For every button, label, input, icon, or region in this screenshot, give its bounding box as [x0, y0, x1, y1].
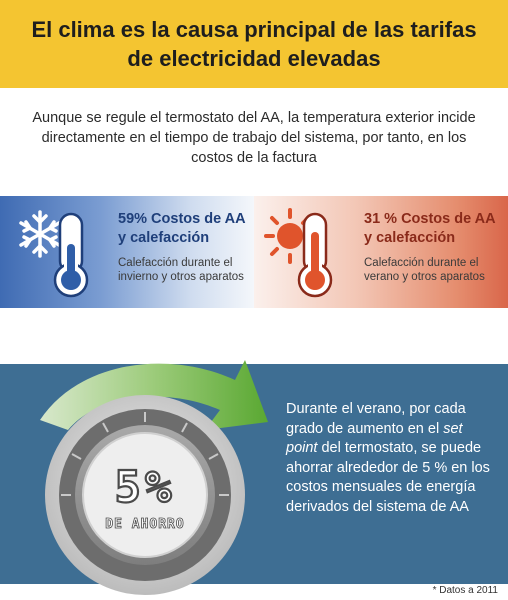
set-point-emphasis: set point	[286, 420, 463, 457]
sun-thermometer-icon	[264, 208, 333, 298]
summer-percent-label: 31 % Costos de AA y calefacción	[364, 211, 496, 246]
footnote: * Datos a 2011	[432, 585, 498, 596]
winter-cost-panel: 59% Costos de AA y calefacción Calefacci…	[0, 196, 254, 308]
winter-description: Calefacción durante el invierno y otros …	[118, 257, 244, 283]
snowflake-thermometer-icon	[19, 210, 89, 298]
thermostat-dial: 5% DE AHORRO	[40, 360, 268, 595]
savings-caption: DE AHORRO	[105, 517, 184, 532]
savings-description: Durante el verano, por cada grado de aum…	[286, 401, 490, 515]
header-banner: El clima es la causa principal de las ta…	[0, 0, 508, 88]
green-arrow-icon	[40, 360, 268, 430]
summer-cost-panel: 31 % Costos de AA y calefacción Calefacc…	[254, 196, 508, 308]
intro-text: Aunque se regule el termostato del AA, l…	[32, 110, 476, 166]
winter-percent-label: 59% Costos de AA y calefacción	[118, 211, 246, 246]
savings-big-value: 5%	[115, 462, 176, 513]
summer-description: Calefacción durante el verano y otros ap…	[364, 257, 485, 283]
page-title: El clima es la causa principal de las ta…	[31, 17, 477, 71]
